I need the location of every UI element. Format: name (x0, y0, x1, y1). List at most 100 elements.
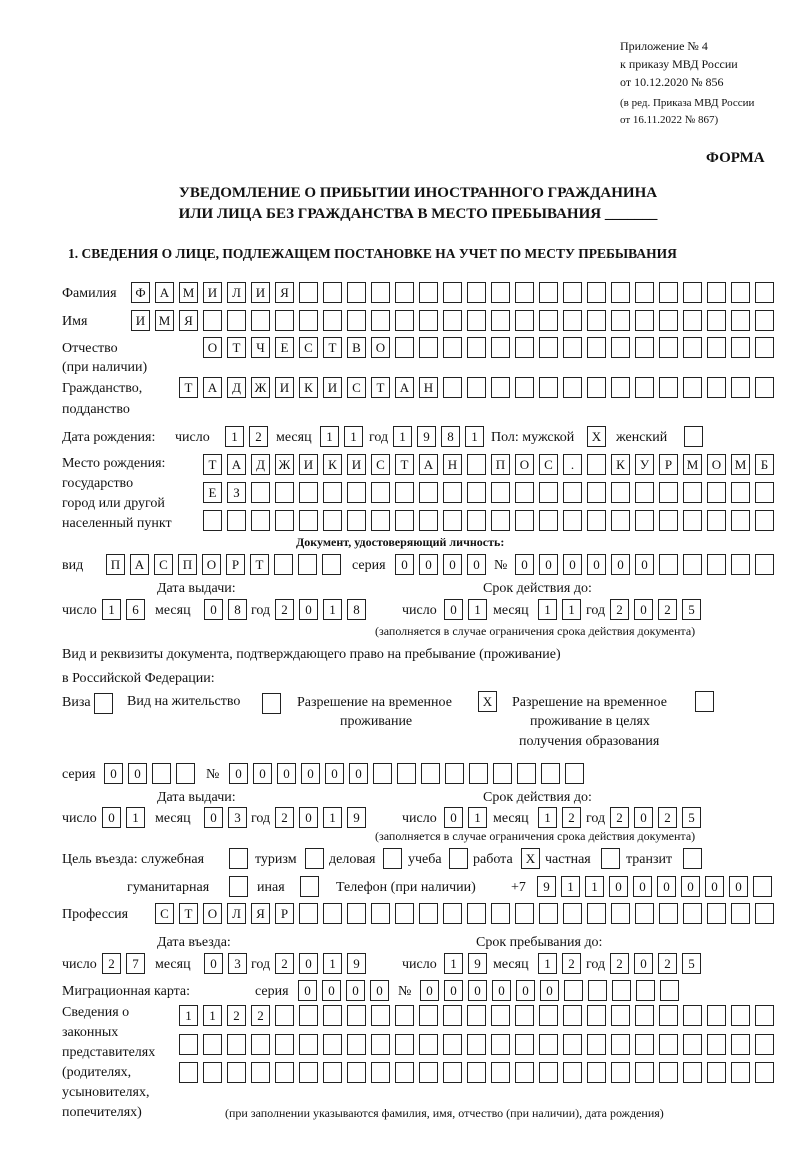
char-cell[interactable]: Р (226, 554, 245, 575)
char-cell[interactable] (515, 903, 534, 924)
char-cell[interactable]: С (155, 903, 174, 924)
char-cell[interactable] (299, 1005, 318, 1026)
char-cell[interactable]: X (587, 426, 606, 447)
purpose-work-checkbox[interactable]: X (521, 848, 540, 869)
char-cell[interactable] (323, 310, 342, 331)
char-cell[interactable] (563, 903, 582, 924)
char-cell[interactable] (421, 763, 440, 784)
char-cell[interactable] (612, 980, 631, 1001)
char-cell[interactable] (635, 1062, 654, 1083)
char-cell[interactable]: 0 (609, 876, 628, 897)
char-cell[interactable] (419, 1062, 438, 1083)
char-cell[interactable] (635, 903, 654, 924)
char-cell[interactable] (539, 310, 558, 331)
char-cell[interactable] (659, 310, 678, 331)
char-cell[interactable]: 7 (126, 953, 145, 974)
char-cell[interactable] (371, 1034, 390, 1055)
char-cell[interactable]: Т (179, 377, 198, 398)
char-cell[interactable] (467, 1034, 486, 1055)
char-cell[interactable] (227, 1034, 246, 1055)
char-cell[interactable]: 0 (322, 980, 341, 1001)
char-cell[interactable]: 2 (658, 599, 677, 620)
char-cell[interactable]: 0 (611, 554, 630, 575)
char-cell[interactable]: 1 (320, 426, 339, 447)
char-cell[interactable] (753, 876, 772, 897)
char-cell[interactable] (731, 1062, 750, 1083)
char-cell[interactable] (707, 377, 726, 398)
char-cell[interactable] (707, 282, 726, 303)
char-cell[interactable]: 0 (587, 554, 606, 575)
char-cell[interactable] (443, 282, 462, 303)
char-cell[interactable] (731, 1005, 750, 1026)
char-cell[interactable] (635, 310, 654, 331)
char-cell[interactable] (731, 337, 750, 358)
char-cell[interactable] (467, 337, 486, 358)
char-cell[interactable] (539, 482, 558, 503)
char-cell[interactable] (683, 848, 702, 869)
char-cell[interactable] (395, 482, 414, 503)
char-cell[interactable]: С (299, 337, 318, 358)
char-cell[interactable] (179, 1034, 198, 1055)
char-cell[interactable]: М (155, 310, 174, 331)
char-cell[interactable] (563, 482, 582, 503)
char-cell[interactable] (683, 337, 702, 358)
char-cell[interactable] (683, 377, 702, 398)
char-cell[interactable] (467, 1062, 486, 1083)
char-cell[interactable] (539, 377, 558, 398)
char-cell[interactable] (659, 554, 678, 575)
char-cell[interactable] (683, 1062, 702, 1083)
char-cell[interactable]: 3 (228, 953, 247, 974)
char-cell[interactable]: 0 (444, 980, 463, 1001)
char-cell[interactable]: 1 (203, 1005, 222, 1026)
char-cell[interactable] (443, 510, 462, 531)
char-cell[interactable] (563, 282, 582, 303)
char-cell[interactable] (515, 1034, 534, 1055)
char-cell[interactable]: 9 (537, 876, 556, 897)
char-cell[interactable] (565, 763, 584, 784)
char-cell[interactable] (755, 377, 774, 398)
char-cell[interactable] (203, 510, 222, 531)
char-cell[interactable]: 0 (563, 554, 582, 575)
char-cell[interactable]: А (155, 282, 174, 303)
char-cell[interactable] (275, 482, 294, 503)
char-cell[interactable] (659, 337, 678, 358)
char-cell[interactable]: 8 (441, 426, 460, 447)
purpose-business-checkbox[interactable] (383, 848, 402, 869)
char-cell[interactable] (419, 510, 438, 531)
char-cell[interactable]: И (275, 377, 294, 398)
char-cell[interactable] (395, 510, 414, 531)
char-cell[interactable]: Я (275, 282, 294, 303)
char-cell[interactable] (539, 1062, 558, 1083)
char-cell[interactable] (636, 980, 655, 1001)
char-cell[interactable] (469, 763, 488, 784)
char-cell[interactable] (611, 482, 630, 503)
char-cell[interactable]: 0 (349, 763, 368, 784)
char-cell[interactable] (563, 337, 582, 358)
char-cell[interactable] (347, 282, 366, 303)
char-cell[interactable]: О (707, 454, 726, 475)
char-cell[interactable] (563, 377, 582, 398)
char-cell[interactable]: 0 (540, 980, 559, 1001)
char-cell[interactable] (491, 482, 510, 503)
char-cell[interactable] (347, 310, 366, 331)
char-cell[interactable]: Л (227, 903, 246, 924)
char-cell[interactable] (635, 1005, 654, 1026)
char-cell[interactable]: 1 (538, 953, 557, 974)
purpose-humanitarian-checkbox[interactable] (229, 876, 248, 897)
visa-checkbox[interactable] (94, 693, 113, 714)
char-cell[interactable] (731, 554, 750, 575)
char-cell[interactable] (491, 377, 510, 398)
